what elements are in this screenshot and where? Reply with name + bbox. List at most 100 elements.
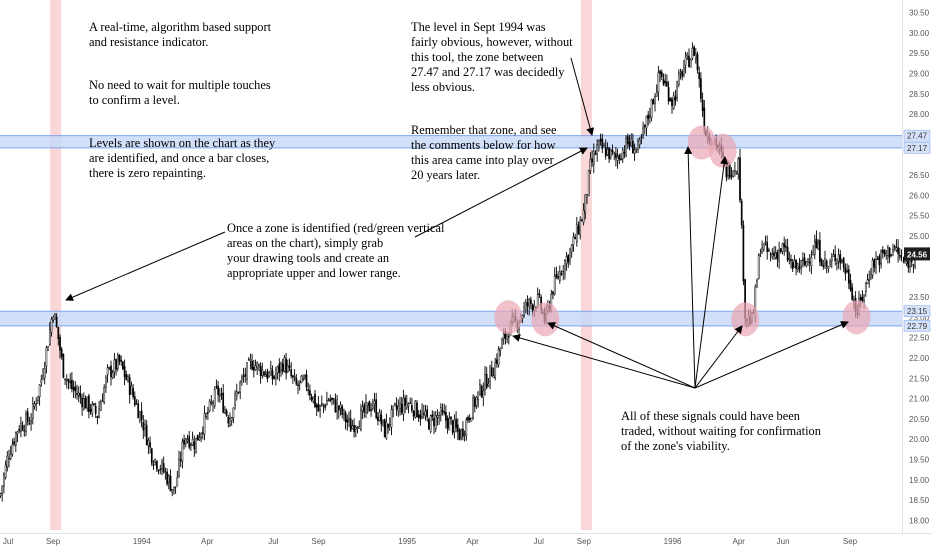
candle-body bbox=[137, 403, 140, 419]
x-tick-label: Sep bbox=[843, 537, 858, 546]
x-tick-label: Jul bbox=[534, 537, 544, 546]
candle-body bbox=[174, 486, 177, 488]
candle-body bbox=[72, 387, 75, 391]
candle-body bbox=[351, 425, 354, 430]
candle-body bbox=[0, 493, 2, 496]
candle-body bbox=[569, 249, 571, 260]
candle-body bbox=[278, 363, 281, 373]
candle-body bbox=[460, 429, 463, 438]
annotation-text: Remember that zone, and see the comments… bbox=[411, 123, 557, 182]
candle-body bbox=[455, 419, 457, 428]
candle-body bbox=[694, 53, 697, 59]
x-tick-label: Sep bbox=[577, 537, 592, 546]
candle-body bbox=[249, 359, 252, 362]
candle-body bbox=[820, 259, 823, 266]
annotation-text: The level in Sept 1994 was fairly obviou… bbox=[411, 20, 573, 94]
candle-body bbox=[538, 293, 541, 295]
candle-body bbox=[142, 422, 145, 431]
candle-body bbox=[436, 415, 439, 418]
candle-body bbox=[259, 365, 262, 376]
candle-body bbox=[375, 399, 378, 418]
candle-body bbox=[849, 280, 852, 291]
candle-body bbox=[523, 306, 525, 316]
candle-body bbox=[54, 314, 56, 320]
candle-body bbox=[69, 381, 72, 384]
candle-body bbox=[842, 257, 845, 269]
annotation-arrow bbox=[694, 325, 743, 389]
candle-body bbox=[337, 405, 340, 411]
candle-body bbox=[400, 403, 403, 413]
x-tick-label: Jul bbox=[268, 537, 278, 546]
signal-band bbox=[580, 0, 592, 530]
candle-body bbox=[390, 409, 393, 428]
candle-body bbox=[499, 347, 502, 351]
candle-body bbox=[507, 336, 510, 338]
candle-body bbox=[88, 395, 90, 413]
candle-body bbox=[625, 137, 627, 156]
candle-body bbox=[847, 269, 850, 284]
candle-body bbox=[479, 383, 481, 395]
candle-body bbox=[582, 209, 585, 223]
candle-body bbox=[147, 440, 150, 446]
candle-body bbox=[672, 95, 675, 109]
candle-body bbox=[269, 368, 272, 376]
candle-body bbox=[332, 397, 335, 400]
candle-body bbox=[344, 412, 347, 423]
candle-body bbox=[409, 402, 412, 404]
y-tick-label: 20.00 bbox=[909, 435, 930, 444]
candle-body bbox=[688, 55, 690, 68]
candle-body bbox=[113, 359, 116, 373]
candle-body bbox=[280, 362, 282, 371]
x-tick-label: 1994 bbox=[133, 537, 151, 546]
candle-body bbox=[213, 389, 216, 407]
candle-body bbox=[43, 367, 46, 379]
candle-body bbox=[836, 258, 838, 264]
zone-price-label: 23.15 bbox=[907, 307, 928, 316]
candle-body bbox=[594, 153, 597, 155]
y-tick-label: 19.50 bbox=[909, 456, 930, 465]
candle-body bbox=[756, 279, 758, 288]
candle-body bbox=[212, 402, 214, 404]
y-tick-label: 22.00 bbox=[909, 354, 930, 363]
candle-body bbox=[674, 96, 677, 101]
candle-body bbox=[900, 255, 903, 259]
candle-body bbox=[608, 147, 610, 160]
candle-body bbox=[584, 194, 587, 214]
candle-body bbox=[35, 403, 38, 405]
candle-body bbox=[579, 219, 582, 236]
candle-body bbox=[875, 259, 877, 269]
candle-body bbox=[230, 417, 233, 421]
y-tick-label: 19.00 bbox=[909, 476, 930, 485]
candle-body bbox=[873, 259, 876, 268]
candle-body bbox=[591, 158, 593, 163]
candle-body bbox=[196, 434, 199, 441]
candle-body bbox=[116, 355, 119, 369]
candle-body bbox=[681, 71, 684, 77]
candle-body bbox=[139, 411, 141, 421]
candle-body bbox=[895, 247, 898, 251]
candle-body bbox=[785, 245, 787, 248]
candle-body bbox=[728, 164, 731, 178]
candle-body bbox=[339, 404, 342, 409]
candle-body bbox=[115, 359, 117, 370]
candle-body bbox=[285, 358, 287, 374]
candle-body bbox=[463, 433, 466, 435]
candle-body bbox=[830, 257, 833, 262]
candle-body bbox=[599, 138, 602, 142]
candle-body bbox=[887, 247, 889, 256]
candle-body bbox=[630, 138, 633, 147]
candle-body bbox=[173, 486, 175, 491]
annotation-arrow bbox=[65, 231, 226, 301]
annotation-text: A real-time, algorithm based support and… bbox=[89, 20, 272, 49]
signal-circle bbox=[687, 125, 716, 160]
candle-body bbox=[3, 474, 5, 487]
candle-body bbox=[152, 464, 155, 466]
candle-body bbox=[181, 441, 184, 462]
candle-body bbox=[266, 371, 269, 379]
candle-body bbox=[778, 250, 780, 262]
signal-circle bbox=[531, 302, 560, 337]
candle-body bbox=[433, 418, 435, 427]
zone-price-label: 27.17 bbox=[907, 144, 928, 153]
candle-body bbox=[424, 410, 427, 416]
